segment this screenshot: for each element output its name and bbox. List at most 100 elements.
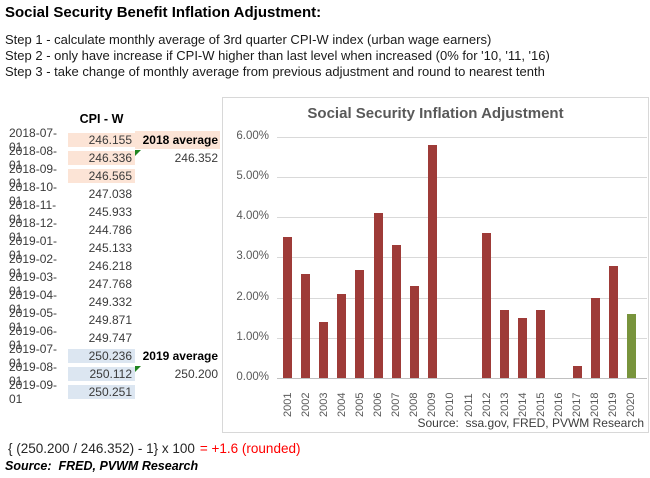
note-cell bbox=[135, 311, 220, 329]
x-axis-tick-label: 2008 bbox=[408, 392, 421, 417]
table-row: 2019-07-01 250.236 2019 average bbox=[0, 342, 222, 370]
formula-expression: { (250.200 / 246.352) - 1} x 100 bbox=[8, 441, 195, 456]
bar bbox=[608, 266, 618, 378]
note-cell bbox=[135, 239, 220, 257]
date-cell: 2019-06-01 bbox=[9, 324, 58, 352]
value-cell: 247.768 bbox=[88, 277, 132, 291]
bar bbox=[283, 237, 292, 378]
bar bbox=[301, 274, 311, 378]
page-source-note: Source: FRED, PVWM Research bbox=[5, 459, 199, 473]
x-axis-tick-label: 2019 bbox=[607, 392, 620, 417]
value-cell: 245.133 bbox=[88, 241, 132, 255]
bar bbox=[355, 270, 365, 378]
step-2-text: Step 2 - only have increase if CPI-W hig… bbox=[5, 48, 550, 63]
value-cell: 246.336 bbox=[68, 151, 135, 165]
chart-panel: Social Security Inflation Adjustment Sou… bbox=[222, 97, 649, 433]
value-cell: 247.038 bbox=[88, 187, 132, 201]
gridline bbox=[277, 257, 647, 258]
y-axis-tick-label: 3.00% bbox=[236, 250, 269, 262]
table-row: 2018-07-01 246.155 2018 average bbox=[0, 126, 222, 154]
value-cell: 250.251 bbox=[68, 385, 135, 399]
date-cell: 2018-08-01 bbox=[9, 144, 58, 172]
bar bbox=[391, 245, 401, 378]
x-axis-tick-label: 2014 bbox=[516, 392, 529, 417]
x-axis-tick-label: 2007 bbox=[390, 392, 403, 417]
date-cell: 2018-07-01 bbox=[9, 126, 58, 154]
note-cell bbox=[135, 275, 220, 293]
date-cell: 2019-02-01 bbox=[9, 252, 58, 280]
note-cell: 2019 average bbox=[142, 349, 218, 363]
table-row: 2019-06-01 249.747 bbox=[0, 324, 222, 352]
table-row: 2018-09-01 246.565 bbox=[0, 162, 222, 190]
bar bbox=[590, 298, 600, 378]
note-cell bbox=[135, 257, 220, 275]
note-cell-with-comment-marker-icon: 250.200 bbox=[135, 365, 220, 383]
value-cell: 246.218 bbox=[88, 259, 132, 273]
x-axis-tick-label: 2009 bbox=[426, 392, 439, 417]
table-row: 2018-11-01 245.933 bbox=[0, 198, 222, 226]
note-cell-with-comment-marker-icon: 246.352 bbox=[135, 149, 220, 167]
value-cell: 249.747 bbox=[88, 331, 132, 345]
x-axis-tick-label: 2015 bbox=[534, 392, 547, 417]
date-cell: 2019-09-01 bbox=[9, 378, 58, 406]
x-axis-tick-label: 2012 bbox=[480, 392, 493, 417]
x-axis-tick-label: 2016 bbox=[553, 392, 566, 417]
chart-source-note: Source: ssa.gov, FRED, PVWM Research bbox=[417, 416, 644, 430]
cola-formula: { (250.200 / 246.352) - 1} x 100 = +1.6 (… bbox=[8, 441, 300, 456]
date-cell: 2019-08-01 bbox=[9, 360, 58, 388]
date-cell: 2019-01-01 bbox=[9, 234, 58, 262]
date-cell: 2018-12-01 bbox=[9, 216, 58, 244]
y-axis-tick-label: 0.00% bbox=[236, 371, 269, 383]
value-cell: 246.155 bbox=[68, 133, 135, 147]
bar bbox=[373, 213, 383, 378]
note-cell bbox=[135, 203, 220, 221]
x-axis-tick-label: 2002 bbox=[299, 392, 312, 417]
x-axis-tick-label: 2018 bbox=[589, 392, 602, 417]
bar bbox=[536, 310, 546, 378]
page-title: Social Security Benefit Inflation Adjust… bbox=[5, 4, 322, 21]
note-cell bbox=[135, 185, 220, 203]
x-axis-tick-label: 2013 bbox=[498, 392, 511, 417]
x-axis-tick-label: 2001 bbox=[281, 392, 294, 417]
date-cell: 2019-03-01 bbox=[9, 270, 58, 298]
gridline bbox=[277, 338, 647, 339]
note-cell bbox=[135, 167, 220, 185]
table-row: 2019-03-01 247.768 bbox=[0, 270, 222, 298]
note-cell bbox=[135, 383, 220, 401]
table-row: 2019-04-01 249.332 bbox=[0, 288, 222, 316]
gridline bbox=[277, 137, 647, 138]
x-axis-tick-label: 2011 bbox=[462, 393, 475, 417]
step-3-text: Step 3 - take change of monthly average … bbox=[5, 64, 545, 79]
bar bbox=[626, 314, 636, 378]
bar bbox=[319, 322, 329, 378]
bar bbox=[337, 294, 347, 378]
table-row: 2019-08-01 250.112 250.200 bbox=[0, 360, 222, 388]
chart-title: Social Security Inflation Adjustment bbox=[307, 105, 564, 122]
x-axis-tick-label: 2006 bbox=[372, 392, 385, 417]
date-cell: 2018-11-01 bbox=[9, 198, 57, 226]
note-cell bbox=[135, 293, 220, 311]
step-1-text: Step 1 - calculate monthly average of 3r… bbox=[5, 32, 492, 47]
gridline bbox=[277, 298, 647, 299]
formula-result: = +1.6 (rounded) bbox=[199, 441, 301, 456]
cpi-table: 2018-07-01 246.155 2018 average 2018-08-01 2… bbox=[0, 126, 222, 406]
bar bbox=[500, 310, 510, 378]
note-cell bbox=[135, 329, 220, 347]
bar bbox=[409, 286, 419, 378]
bar bbox=[572, 366, 582, 378]
bar bbox=[482, 233, 492, 378]
y-axis-tick-label: 5.00% bbox=[236, 170, 269, 182]
date-cell: 2018-09-01 bbox=[9, 162, 58, 190]
bar bbox=[518, 318, 528, 378]
table-row: 2019-02-01 246.218 bbox=[0, 252, 222, 280]
table-row: 2019-05-01 249.871 bbox=[0, 306, 222, 334]
y-axis-tick-label: 4.00% bbox=[236, 210, 269, 222]
value-cell: 250.112 bbox=[68, 367, 135, 381]
x-axis-tick-label: 2005 bbox=[353, 392, 366, 417]
value-cell: 246.565 bbox=[68, 169, 135, 183]
value-cell: 249.332 bbox=[88, 295, 132, 309]
y-axis-tick-label: 2.00% bbox=[236, 291, 269, 303]
note-cell: 2018 average bbox=[135, 131, 220, 149]
date-cell: 2019-05-01 bbox=[9, 306, 58, 334]
